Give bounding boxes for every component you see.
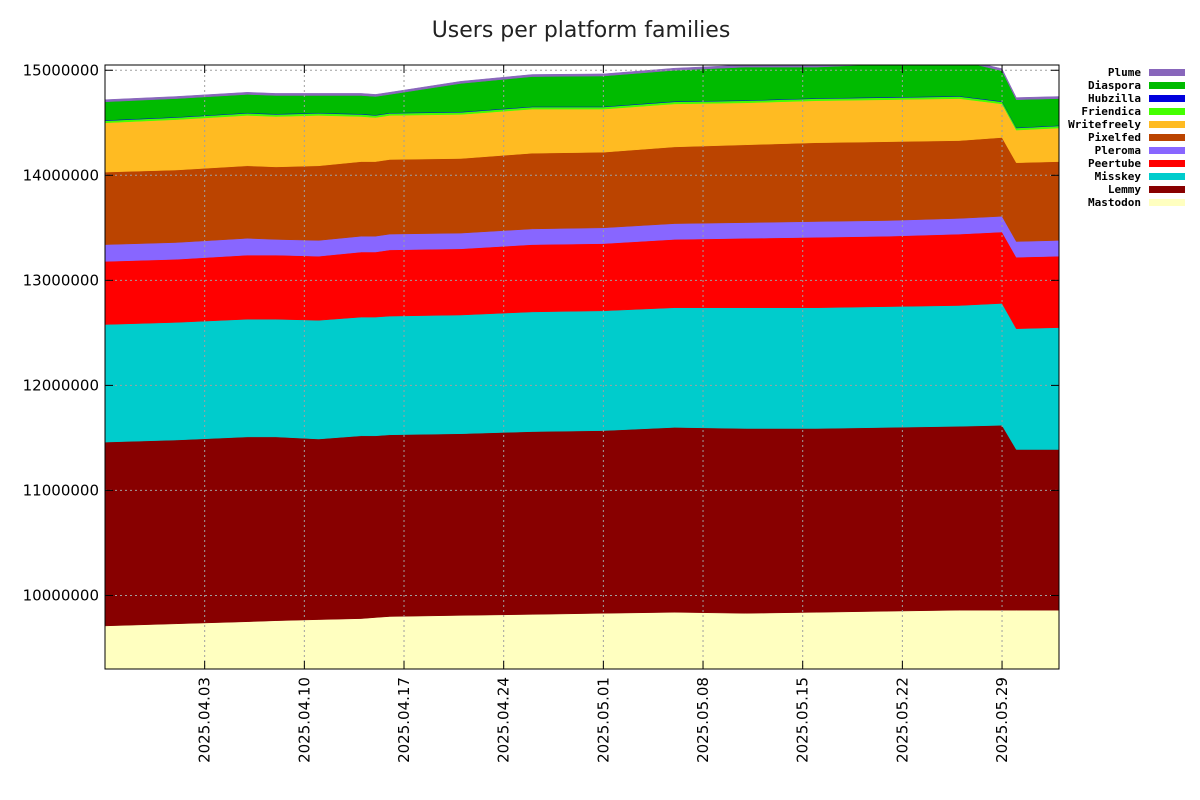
legend-swatch-misskey (1149, 173, 1185, 180)
legend-label-pleroma: Pleroma (1095, 144, 1141, 157)
legend-label-lemmy: Lemmy (1108, 183, 1141, 196)
plot-frame (104, 64, 1060, 670)
x-tick-label: 2025.04.24 (495, 677, 513, 763)
x-tick-label: 2025.04.03 (196, 677, 214, 763)
legend-label-writefreely: Writefreely (1068, 118, 1141, 131)
y-tick-label: 11000000 (23, 481, 99, 499)
x-tick-label: 2025.05.01 (594, 677, 612, 763)
x-tick-label: 2025.05.08 (694, 677, 712, 763)
x-tick-label: 2025.05.22 (893, 677, 911, 763)
x-tick-label: 2025.05.29 (993, 677, 1011, 763)
legend-swatch-mastodon (1149, 199, 1185, 206)
chart-title: Users per platform families (432, 18, 731, 43)
legend-swatch-hubzilla (1149, 95, 1185, 102)
series-areas (105, 65, 1059, 669)
grid-lines (105, 65, 1059, 669)
legend: PlumeDiasporaHubzillaFriendicaWritefreel… (1068, 66, 1185, 209)
y-tick-label: 15000000 (23, 61, 99, 79)
legend-label-misskey: Misskey (1095, 170, 1142, 183)
legend-swatch-lemmy (1149, 186, 1185, 193)
legend-label-mastodon: Mastodon (1088, 196, 1141, 209)
area-plume (105, 65, 1059, 103)
y-tick-label: 10000000 (23, 586, 99, 604)
legend-swatch-peertube (1149, 160, 1185, 167)
legend-swatch-friendica (1149, 108, 1185, 115)
y-tick-label: 14000000 (23, 166, 99, 184)
legend-label-peertube: Peertube (1088, 157, 1141, 170)
legend-swatch-writefreely (1149, 121, 1185, 128)
y-axis: 10000000 11000000 12000000 13000000 14000000… (23, 61, 1059, 604)
legend-swatch-diaspora (1149, 82, 1185, 89)
legend-label-pixelfed: Pixelfed (1088, 131, 1141, 144)
y-tick-label: 12000000 (23, 376, 99, 394)
legend-label-friendica: Friendica (1081, 105, 1141, 118)
y-tick-label: 13000000 (23, 271, 99, 289)
legend-swatch-pixelfed (1149, 134, 1185, 141)
x-tick-label: 2025.04.10 (295, 677, 313, 763)
legend-label-diaspora: Diaspora (1088, 79, 1141, 92)
x-tick-label: 2025.04.17 (395, 677, 413, 763)
legend-swatch-plume (1149, 69, 1185, 76)
x-axis: 2025.04.03 2025.04.10 2025.04.17 2025.04.24… (196, 65, 1011, 763)
legend-swatch-pleroma (1149, 147, 1185, 154)
legend-label-plume: Plume (1108, 66, 1141, 79)
x-tick-label: 2025.05.15 (794, 677, 812, 763)
legend-label-hubzilla: Hubzilla (1088, 92, 1141, 105)
